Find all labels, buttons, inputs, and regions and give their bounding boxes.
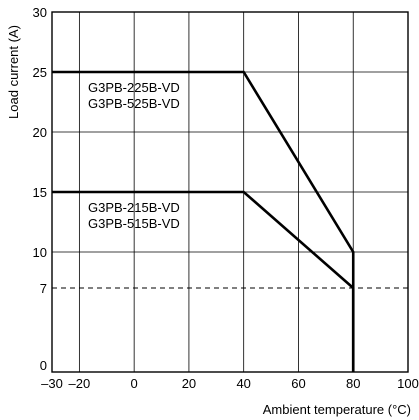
x-tick-label: –30 — [41, 376, 63, 391]
plot-frame — [51, 11, 409, 373]
series-label: G3PB-515B-VD — [88, 216, 180, 231]
y-tick-label: 7 — [40, 281, 47, 296]
series-label: G3PB-225B-VD — [88, 80, 180, 95]
y-tick-label: 10 — [33, 245, 47, 260]
x-tick-label: 60 — [291, 376, 305, 391]
y-tick-label: 15 — [33, 185, 47, 200]
y-tick-label: 0 — [40, 358, 47, 373]
y-tick-label: 25 — [33, 65, 47, 80]
series-label: G3PB-215B-VD — [88, 200, 180, 215]
y-tick-labels: 0 7 10 15 20 25 30 — [33, 5, 47, 373]
y-axis-label: Load current (A) — [6, 25, 21, 119]
series-line-2 — [52, 190, 355, 372]
x-tick-labels: –30 –20 0 20 40 60 80 100 — [41, 376, 419, 391]
y-tick-label: 30 — [33, 5, 47, 20]
x-tick-label: 0 — [131, 376, 138, 391]
x-tick-label: 40 — [236, 376, 250, 391]
series-label: G3PB-525B-VD — [88, 96, 180, 111]
y-tick-label: 20 — [33, 125, 47, 140]
x-tick-label: 80 — [346, 376, 360, 391]
x-tick-label: 20 — [182, 376, 196, 391]
x-axis-label: Ambient temperature (°C) — [263, 402, 411, 417]
x-tick-label: 100 — [397, 376, 419, 391]
x-tick-label: –20 — [69, 376, 91, 391]
series-lines — [52, 70, 355, 372]
